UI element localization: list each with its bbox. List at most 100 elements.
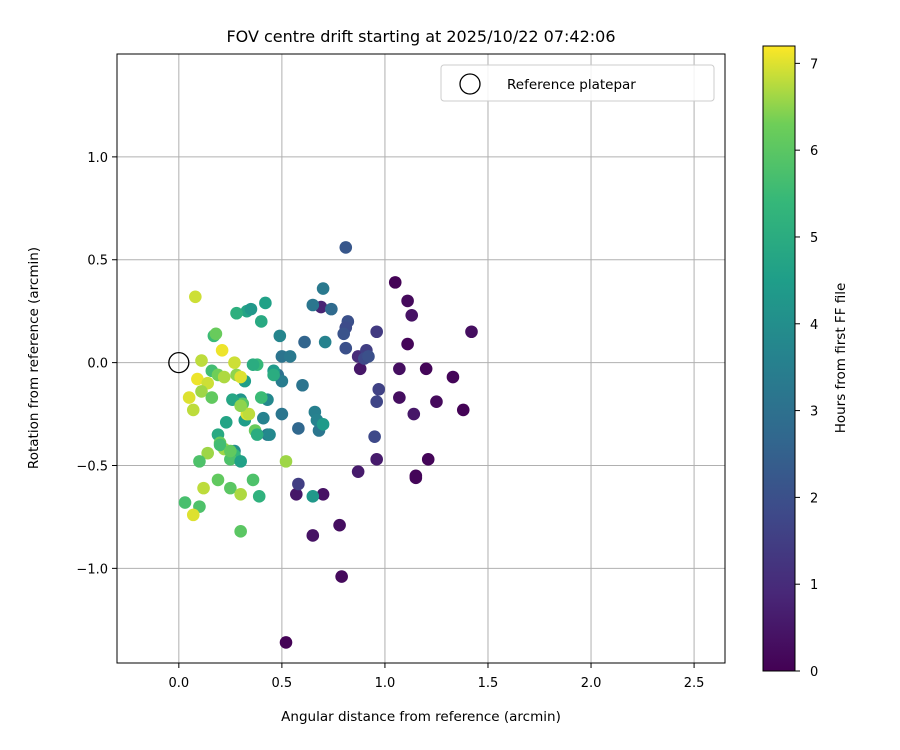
y-tick-label: 0.5 [87, 254, 108, 269]
colorbar-tick-label: 3 [810, 405, 818, 420]
data-point [393, 391, 406, 404]
y-tick-label: −0.5 [76, 459, 108, 474]
colorbar-tick-label: 0 [810, 665, 818, 680]
data-point [205, 391, 219, 404]
y-tick-label: −1.0 [76, 562, 108, 577]
legend-box [440, 64, 715, 102]
data-point [318, 335, 332, 349]
data-point [446, 370, 460, 384]
data-point [370, 325, 383, 339]
data-point [211, 473, 225, 487]
data-point [421, 453, 435, 466]
data-point [178, 496, 192, 509]
data-point [456, 403, 470, 417]
x-tick-label: 2.0 [581, 676, 602, 691]
data-point [224, 444, 237, 458]
data-point [388, 276, 402, 289]
colorbar-tick-label: 4 [810, 318, 818, 333]
data-point [215, 343, 229, 357]
data-points [178, 241, 478, 649]
y-tick-label: 1.0 [87, 151, 108, 166]
data-point [186, 403, 200, 417]
data-point [316, 418, 330, 431]
data-point [234, 370, 247, 384]
data-point [209, 327, 223, 341]
y-tick-label: 0.0 [87, 357, 108, 372]
data-point [401, 337, 414, 351]
data-point [195, 385, 208, 398]
data-point [217, 370, 231, 384]
data-point [201, 446, 214, 460]
data-point [296, 378, 309, 392]
data-point [335, 570, 348, 583]
data-point [292, 422, 305, 435]
data-point [283, 350, 297, 363]
x-tick-label: 1.0 [375, 676, 396, 691]
data-point [401, 294, 414, 308]
x-tick-label: 0.5 [272, 676, 293, 691]
data-point [407, 407, 421, 421]
data-point [306, 298, 320, 312]
data-point [290, 487, 303, 501]
data-point [197, 481, 210, 495]
colorbar-tick-label: 2 [810, 491, 818, 506]
data-point [353, 362, 367, 376]
y-axis-label: Rotation from reference (arcmin) [26, 247, 42, 469]
colorbar-tick-label: 7 [810, 57, 818, 72]
data-point [234, 525, 247, 538]
reference-platepar-marker [168, 351, 190, 374]
data-point [362, 350, 375, 363]
data-point [316, 487, 330, 501]
data-point [259, 296, 272, 310]
data-point [339, 341, 353, 355]
data-point [316, 282, 330, 295]
data-point [339, 241, 353, 254]
data-point [337, 327, 351, 341]
colorbar-tick-label: 6 [810, 144, 818, 159]
data-point [409, 469, 423, 483]
data-point [195, 354, 208, 367]
data-point [351, 465, 365, 478]
data-point [186, 508, 200, 522]
data-point [275, 407, 289, 421]
colorbar-ticks: 0 1 2 3 4 5 6 7 [795, 57, 818, 680]
data-point [393, 362, 406, 376]
data-point [213, 438, 227, 452]
legend-circle-icon [459, 73, 481, 95]
data-point [250, 428, 264, 441]
data-point [224, 481, 237, 495]
data-point [273, 329, 287, 343]
colorbar-tick-label: 5 [810, 231, 818, 246]
data-point [372, 383, 386, 396]
data-point [279, 455, 293, 468]
data-point [430, 395, 443, 409]
x-tick-label: 1.5 [478, 676, 499, 691]
x-tick-label: 2.5 [684, 676, 705, 691]
data-point [234, 487, 247, 501]
data-point [234, 399, 247, 413]
data-point [263, 428, 276, 441]
data-point [228, 356, 241, 369]
data-point [242, 407, 256, 421]
legend: Reference platepar [440, 64, 715, 102]
data-point [298, 335, 311, 349]
data-point [234, 455, 247, 468]
data-point [244, 302, 258, 316]
data-point [257, 411, 270, 425]
data-point [405, 308, 419, 322]
data-point [370, 453, 383, 466]
colorbar-label: Hours from first FF file [833, 283, 849, 434]
data-point [279, 636, 293, 649]
data-point [246, 473, 260, 487]
data-point [306, 490, 320, 503]
data-point [306, 529, 320, 542]
data-point [325, 302, 338, 316]
data-point [219, 415, 233, 429]
data-point [191, 372, 204, 386]
data-point [292, 477, 305, 491]
data-point [189, 290, 202, 304]
data-point [368, 430, 381, 443]
data-point [193, 455, 206, 468]
plot-frame [116, 53, 726, 664]
